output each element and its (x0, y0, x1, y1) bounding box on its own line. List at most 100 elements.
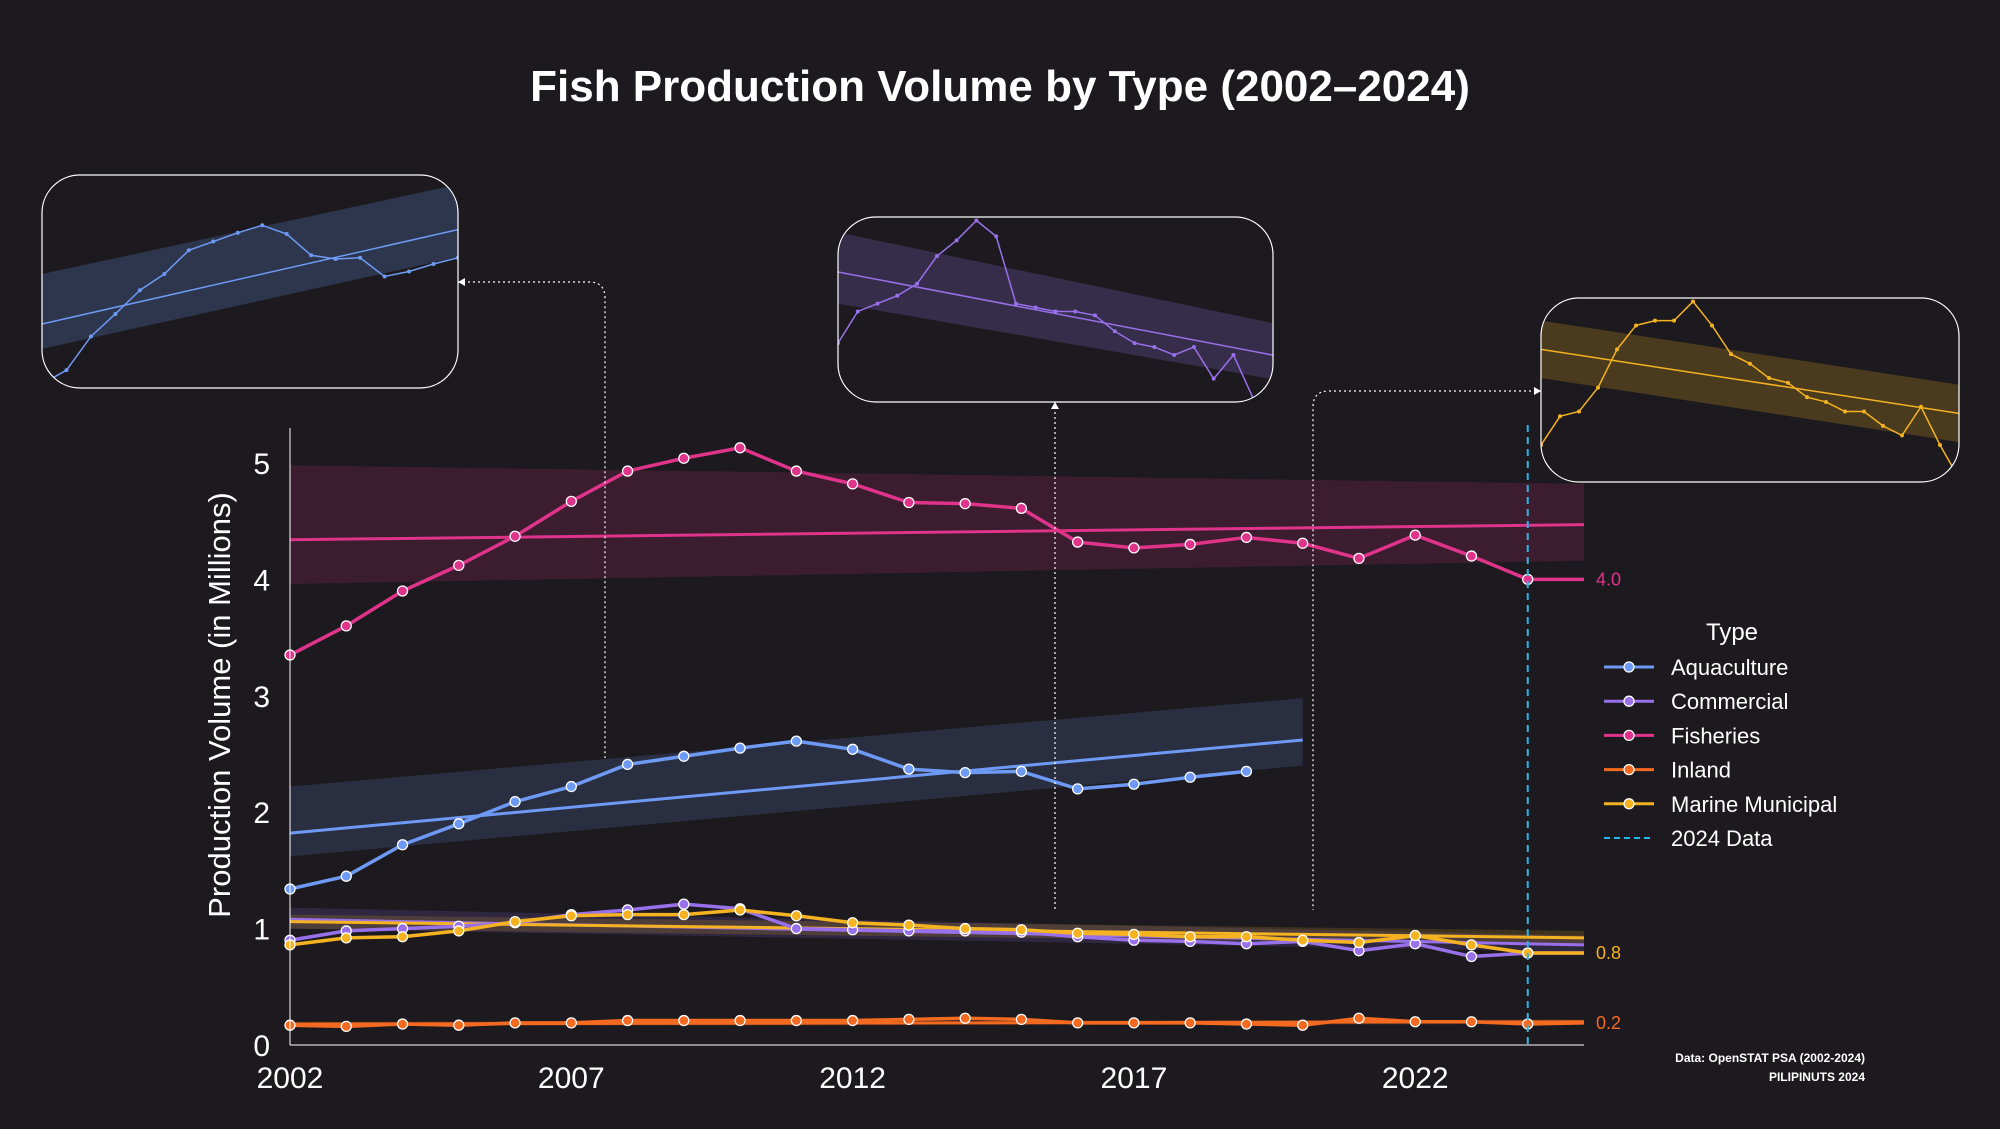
inset-point-marine-municipal (1824, 399, 1828, 404)
data-point-inland (1353, 1012, 1365, 1024)
inset-point-aquaculture (235, 230, 240, 235)
inset-point-marine-municipal (1710, 323, 1714, 328)
inset-band-aquaculture (42, 184, 458, 349)
connector-marine-municipal (1312, 390, 1541, 910)
inset-point-marine-municipal (1805, 395, 1809, 400)
y-axis-label: Production Volume (in Millions) (202, 492, 237, 918)
data-point-aquaculture (1240, 765, 1253, 778)
trend-band-fisheries (290, 465, 1584, 584)
end-value-label-marine-municipal: 0.8 (1596, 943, 1621, 963)
legend-marker-inland (1623, 763, 1635, 776)
inset-point-commercial (934, 254, 939, 259)
x-tick-label: 2002 (257, 1062, 324, 1095)
inset-point-marine-municipal (1786, 380, 1790, 385)
data-point-aquaculture (959, 766, 971, 779)
insets (41, 174, 1960, 483)
data-point-marine-municipal (959, 922, 971, 935)
inset-point-commercial (838, 341, 840, 346)
inset-aquaculture (41, 174, 459, 389)
inset-point-commercial (974, 218, 979, 223)
legend-marker-aquaculture (1623, 661, 1635, 673)
inset-point-marine-municipal (1957, 476, 1959, 481)
data-point-fisheries (509, 530, 521, 542)
inset-point-commercial (1132, 341, 1137, 346)
data-point-aquaculture (734, 742, 746, 754)
inset-point-marine-municipal (1767, 376, 1771, 381)
inset-point-marine-municipal (1541, 442, 1543, 447)
trend-band-aquaculture (290, 698, 1303, 857)
inset-plot (838, 218, 1273, 401)
data-point-fisheries (340, 620, 352, 632)
inset-point-aquaculture (407, 269, 412, 274)
y-tick-label: 2 (253, 797, 270, 830)
data-point-marine-municipal (621, 908, 634, 921)
legend-label-inland: Inland (1671, 758, 1731, 783)
data-point-inland (396, 1018, 409, 1030)
inset-trend-aquaculture (42, 228, 458, 325)
legend-marker-marine-municipal (1623, 798, 1635, 810)
chart-title: Fish Production Volume by Type (2002–202… (530, 62, 1470, 111)
data-point-fisheries (1128, 542, 1140, 554)
data-point-fisheries (621, 465, 634, 477)
data-point-aquaculture (790, 735, 802, 747)
data-point-inland (790, 1014, 802, 1027)
inset-point-aquaculture (186, 248, 191, 253)
data-point-fisheries (453, 559, 465, 572)
legend-label-commercial: Commercial (1671, 689, 1788, 714)
data-point-fisheries (903, 496, 915, 509)
inset-point-aquaculture (211, 239, 216, 244)
data-point-aquaculture (1128, 778, 1140, 790)
y-tick-label: 3 (253, 681, 270, 714)
y-tick-label: 1 (253, 914, 270, 947)
legend-marker-fisheries (1623, 729, 1635, 742)
inset-background (42, 175, 458, 388)
data-point-fisheries (1072, 536, 1084, 548)
data-point-marine-municipal (903, 919, 915, 931)
data-point-aquaculture (621, 758, 634, 771)
connector-arrow-aquaculture (458, 278, 465, 286)
data-point-commercial (1465, 950, 1478, 963)
inset-point-aquaculture (382, 274, 387, 279)
legend-marker-commercial (1623, 695, 1635, 707)
data-point-commercial (790, 922, 802, 935)
connector-arrow-commercial (1051, 402, 1059, 409)
data-point-marine-municipal (734, 904, 746, 916)
data-point-aquaculture (453, 818, 465, 830)
data-point-inland (1297, 1019, 1309, 1031)
connector-aquaculture (458, 281, 606, 758)
data-point-fisheries (678, 452, 690, 464)
data-point-marine-municipal (1353, 936, 1365, 949)
data-point-inland (903, 1013, 915, 1026)
data-point-fisheries (396, 585, 409, 597)
inset-point-commercial (855, 309, 860, 314)
trend-line-aquaculture (289, 738, 1303, 835)
data-point-marine-municipal (565, 910, 577, 922)
inset-point-commercial (1271, 384, 1273, 389)
data-point-fisheries (846, 478, 859, 490)
x-tick-label: 2017 (1101, 1062, 1168, 1095)
inset-point-aquaculture (284, 232, 289, 237)
axes: 2002 2007 2012 2017 2022 0 1 2 3 4 5 (253, 428, 1584, 1095)
inset-point-commercial (1033, 305, 1038, 310)
x-tick-label: 2007 (538, 1062, 605, 1095)
source-text: Data: OpenSTAT PSA (2002-2024) (1675, 1051, 1865, 1065)
y-tick-label: 0 (253, 1030, 270, 1063)
data-point-fisheries (565, 495, 577, 507)
inset-point-marine-municipal (1862, 409, 1866, 414)
data-point-marine-municipal (1297, 934, 1309, 946)
inset-plot (1541, 299, 1959, 481)
data-point-marine-municipal (396, 931, 409, 943)
inset-point-marine-municipal (1843, 409, 1847, 414)
data-point-inland (1409, 1016, 1421, 1028)
data-point-fisheries (1353, 552, 1365, 565)
data-point-aquaculture (396, 839, 409, 851)
inset-point-commercial (1172, 352, 1177, 357)
legend-label-marine-municipal: Marine Municipal (1671, 792, 1837, 817)
series-line-inland (289, 1016, 1585, 1029)
x-tick-label: 2012 (819, 1062, 886, 1095)
data-point-marine-municipal (678, 908, 690, 921)
inset-point-aquaculture (162, 272, 167, 277)
data-point-fisheries (959, 498, 971, 510)
